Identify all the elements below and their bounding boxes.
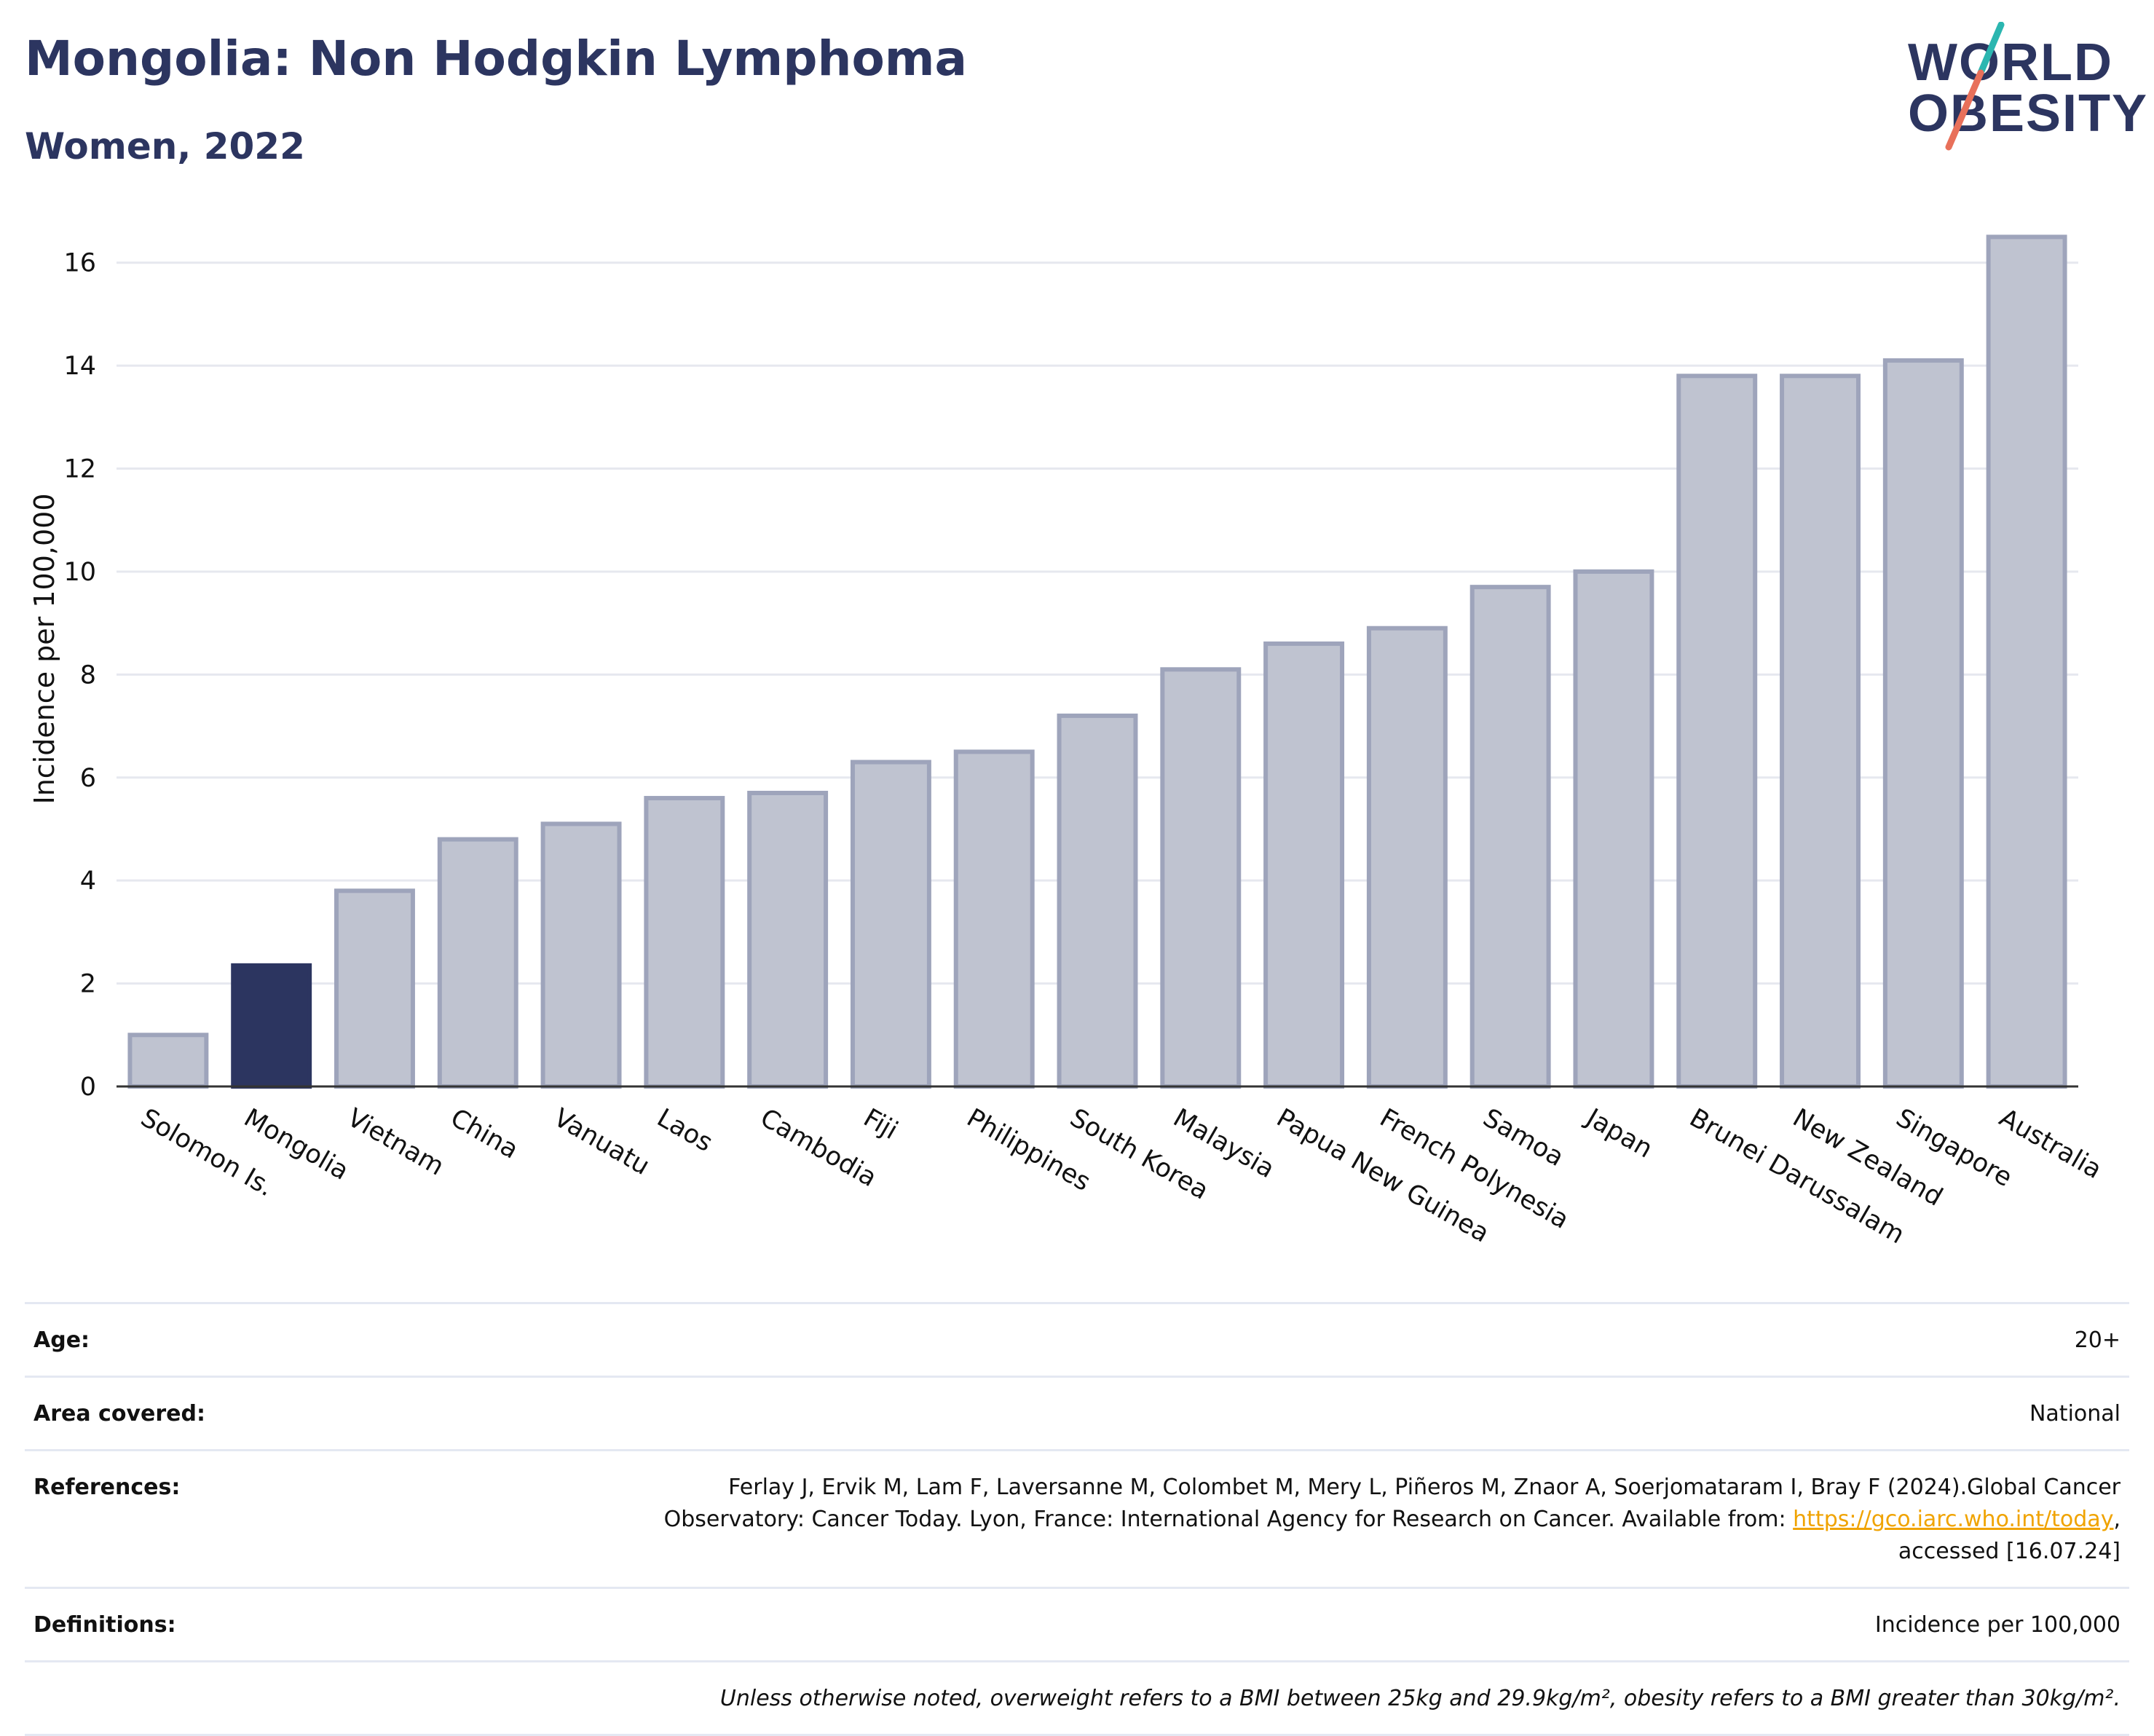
bmi-note: Unless otherwise noted, overweight refer… (719, 1686, 2121, 1711)
info-row-note: Unless otherwise noted, overweight refer… (25, 1660, 2129, 1736)
y-tick-label: 4 (80, 867, 96, 896)
age-label: Age: (33, 1327, 90, 1353)
info-row-definitions: Definitions: Incidence per 100,000 (25, 1587, 2129, 1660)
world-obesity-logo: WORLD OBESITY (1893, 22, 2147, 153)
bar (334, 888, 415, 1089)
references-value: Ferlay J, Ervik M, Lam F, Laversanne M, … (663, 1475, 2121, 1564)
bar (1263, 641, 1345, 1089)
y-tick-label: 14 (63, 352, 96, 381)
info-row-references: References: Ferlay J, Ervik M, Lam F, La… (25, 1449, 2129, 1587)
info-table: Age: 20+ Area covered: National Referenc… (25, 1302, 2129, 1736)
area-value: National (2029, 1401, 2121, 1427)
area-label: Area covered: (33, 1401, 205, 1427)
bar (850, 760, 931, 1089)
bar (1986, 234, 2067, 1089)
bar (1780, 374, 1861, 1089)
chart-subtitle: Women, 2022 (25, 125, 305, 167)
x-tick-label: Vanuatu (549, 1103, 655, 1181)
bar (747, 790, 829, 1089)
y-tick-label: 2 (80, 970, 96, 999)
bar (231, 963, 312, 1089)
bar (1160, 667, 1242, 1089)
bar (1676, 374, 1758, 1089)
x-tick-label: Japan (1580, 1102, 1657, 1164)
logo-slash-icon (1945, 22, 2005, 151)
logo-word-2: OBESITY (1908, 84, 2149, 143)
bar (1469, 585, 1551, 1089)
y-tick-label: 10 (63, 558, 96, 587)
y-tick-label: 12 (63, 455, 96, 484)
logo-word-1: WORLD (1908, 33, 2113, 92)
references-label: References: (33, 1475, 181, 1500)
references-text-3: accessed [16.07.24] (1898, 1539, 2121, 1564)
bar (953, 749, 1035, 1089)
y-tick-label: 0 (80, 1073, 96, 1102)
bar (644, 796, 725, 1089)
references-text-2: Observatory: Cancer Today. Lyon, France:… (663, 1507, 1786, 1532)
info-row-age: Age: 20+ (25, 1302, 2129, 1376)
bar (1366, 626, 1448, 1089)
bar (1057, 713, 1138, 1089)
age-value: 20+ (2074, 1327, 2121, 1353)
x-tick-label: Vietnam (342, 1103, 449, 1182)
x-tick-label: Fiji (859, 1103, 903, 1145)
x-tick-label: Cambodia (755, 1103, 881, 1193)
info-row-area: Area covered: National (25, 1376, 2129, 1449)
chart-title: Mongolia: Non Hodgkin Lymphoma (25, 31, 968, 87)
references-link[interactable]: https://gco.iarc.who.int/today (1793, 1507, 2114, 1532)
definitions-label: Definitions: (33, 1612, 176, 1638)
y-tick-label: 6 (80, 764, 96, 793)
bar (1882, 358, 1964, 1089)
bar (437, 837, 518, 1089)
x-tick-label: China (446, 1103, 524, 1165)
y-axis-title: Incidence per 100,000 (28, 493, 60, 804)
references-text-1: Ferlay J, Ervik M, Lam F, Laversanne M, … (728, 1475, 2121, 1500)
x-tick-label: Laos (652, 1103, 717, 1158)
definitions-value: Incidence per 100,000 (1874, 1612, 2121, 1638)
y-tick-label: 8 (80, 660, 96, 690)
bar (1573, 569, 1654, 1089)
bar (540, 821, 622, 1089)
y-tick-label: 16 (63, 249, 96, 278)
bar (127, 1033, 209, 1089)
